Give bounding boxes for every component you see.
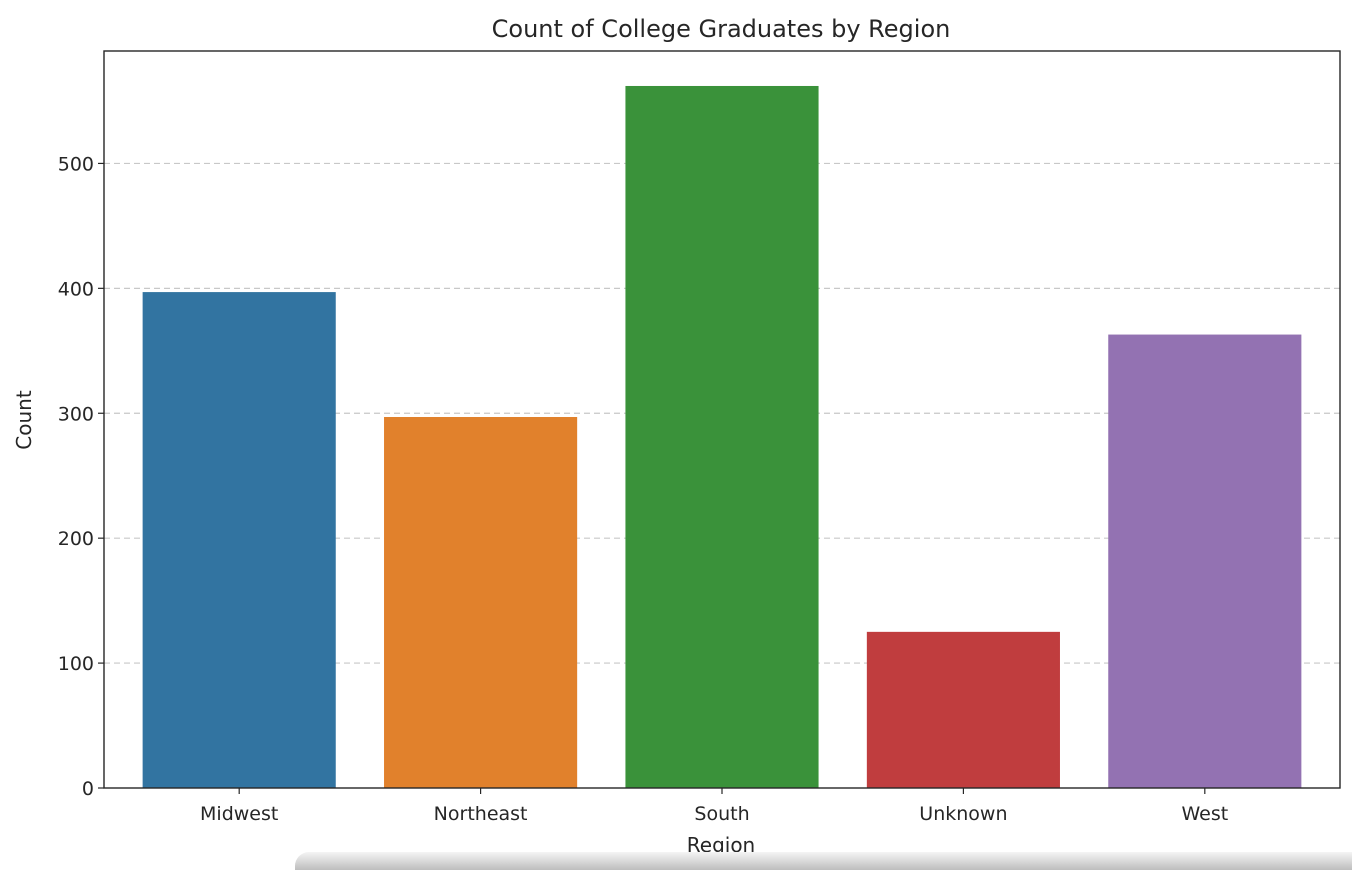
x-tick-label: Northeast xyxy=(434,803,528,825)
y-tick-label: 0 xyxy=(82,778,94,800)
y-tick-label: 400 xyxy=(58,278,94,300)
y-axis-ticks: 0 100 200 300 400 500 xyxy=(58,153,104,800)
y-tick-label: 200 xyxy=(58,528,94,550)
x-tick-label: Unknown xyxy=(919,803,1007,825)
y-tick-label: 500 xyxy=(58,153,94,175)
bar-west xyxy=(1108,334,1302,788)
y-tick-label: 300 xyxy=(58,403,94,425)
bars xyxy=(142,85,1302,789)
y-axis-label: Count xyxy=(12,390,36,450)
bar-northeast xyxy=(384,417,578,788)
x-tick-label: South xyxy=(694,803,749,825)
bar-midwest xyxy=(142,292,336,788)
window-shadow xyxy=(295,852,1352,870)
chart-title: Count of College Graduates by Region xyxy=(492,15,951,43)
y-tick-label: 100 xyxy=(58,653,94,675)
bar-south xyxy=(625,85,819,789)
bar-unknown xyxy=(866,631,1060,788)
x-tick-label: Midwest xyxy=(200,803,278,825)
x-axis-ticks: Midwest Northeast South Unknown West xyxy=(200,788,1228,825)
x-tick-label: West xyxy=(1181,803,1228,825)
